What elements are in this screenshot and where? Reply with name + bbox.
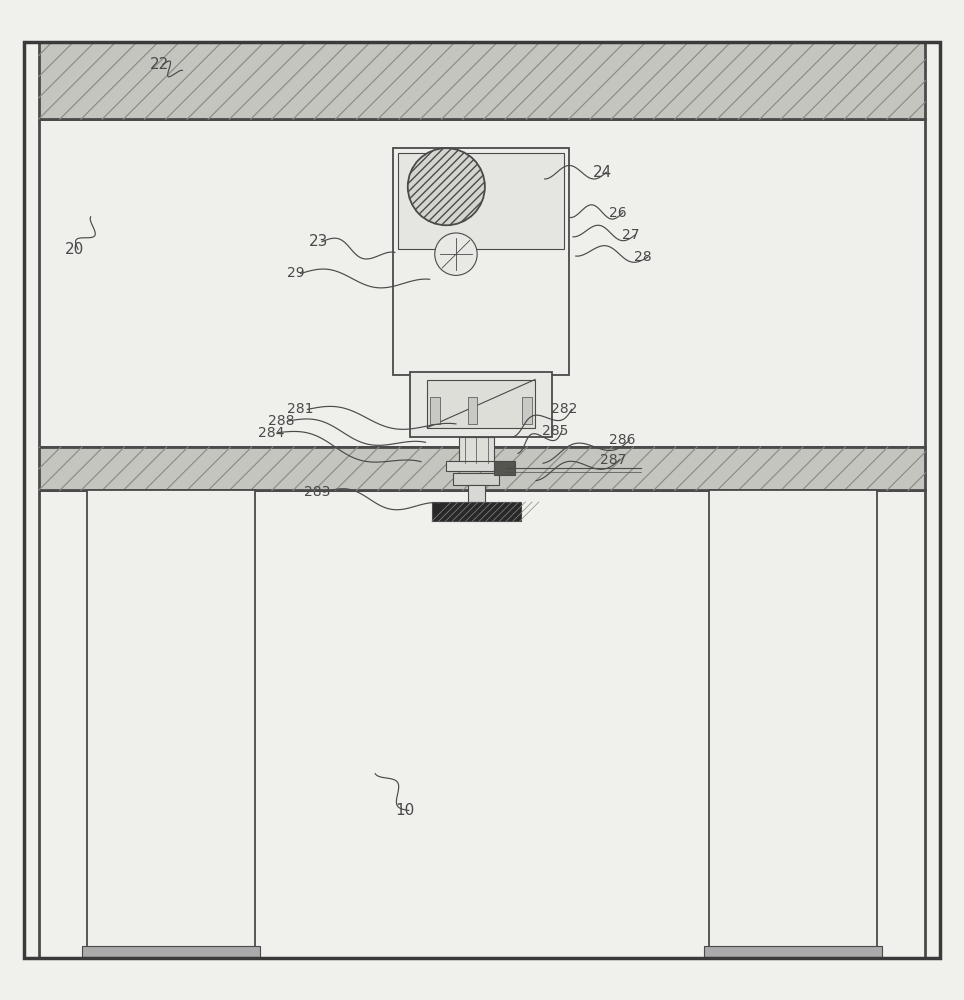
- Bar: [468, 485, 485, 502]
- Bar: [39, 119, 925, 447]
- Bar: [410, 372, 552, 437]
- Bar: [709, 490, 877, 958]
- Bar: [82, 946, 260, 958]
- Bar: [432, 502, 521, 521]
- Bar: [453, 473, 499, 485]
- Bar: [393, 148, 569, 375]
- Text: 24: 24: [593, 165, 612, 180]
- Bar: [398, 153, 564, 249]
- Text: 22: 22: [149, 57, 169, 72]
- Bar: [39, 42, 925, 119]
- Bar: [704, 946, 882, 958]
- Text: 286: 286: [609, 433, 635, 447]
- Text: 26: 26: [609, 206, 627, 220]
- Text: 29: 29: [287, 266, 305, 280]
- Bar: [446, 461, 506, 471]
- Text: 284: 284: [258, 426, 284, 440]
- Text: 28: 28: [634, 250, 652, 264]
- Bar: [468, 397, 477, 424]
- Text: 27: 27: [622, 228, 639, 242]
- Text: 282: 282: [551, 402, 577, 416]
- Bar: [87, 490, 255, 958]
- Text: 287: 287: [600, 453, 626, 467]
- Circle shape: [408, 148, 485, 225]
- Text: 281: 281: [287, 402, 313, 416]
- Text: 10: 10: [395, 803, 415, 818]
- Bar: [427, 379, 535, 428]
- Bar: [522, 397, 532, 424]
- Text: 288: 288: [268, 414, 294, 428]
- Bar: [39, 490, 925, 958]
- Bar: [39, 447, 925, 490]
- Bar: [459, 437, 494, 463]
- Text: 283: 283: [304, 485, 330, 499]
- Text: 23: 23: [308, 234, 328, 249]
- Circle shape: [435, 233, 477, 275]
- Bar: [494, 461, 515, 475]
- Bar: [430, 397, 440, 424]
- Text: 20: 20: [65, 242, 84, 257]
- Text: 285: 285: [542, 424, 568, 438]
